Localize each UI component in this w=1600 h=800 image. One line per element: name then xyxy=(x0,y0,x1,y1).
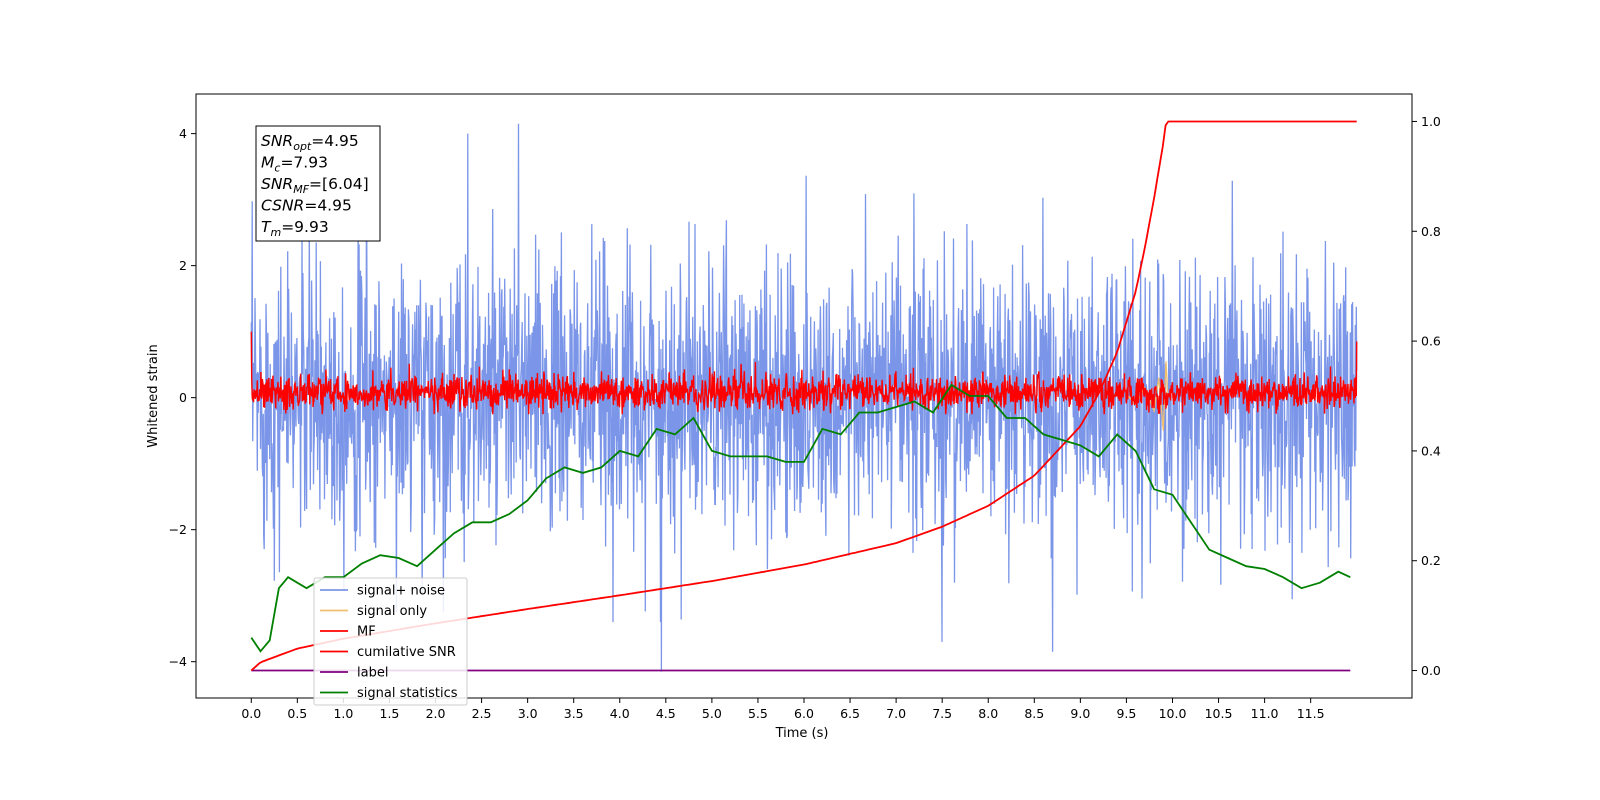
y-tick-label: 4 xyxy=(179,126,187,141)
legend-label-signal-only: signal only xyxy=(357,604,427,619)
y2-tick-label: 0.0 xyxy=(1421,663,1441,678)
x-tick-label: 1.0 xyxy=(333,706,353,721)
x-tick-label: 0.5 xyxy=(287,706,307,721)
x-tick-label: 7.0 xyxy=(886,706,906,721)
y2-tick-label: 0.8 xyxy=(1421,224,1441,239)
parameter-snr-opt: SNRopt=4.95 xyxy=(261,132,359,153)
x-tick-label: 6.0 xyxy=(794,706,814,721)
x-tick-label: 0.0 xyxy=(241,706,261,721)
x-tick-label: 2.5 xyxy=(472,706,492,721)
x-tick-label: 11.0 xyxy=(1251,706,1279,721)
parameter-box-frame xyxy=(255,125,381,242)
legend-label-signal-noise: signal+ noise xyxy=(357,584,445,599)
x-tick-label: 4.0 xyxy=(610,706,630,721)
y-axis-ticks: −4 −2 0 2 4 xyxy=(169,126,196,669)
y-tick-label: −4 xyxy=(169,654,187,669)
legend-label-signal-statistics: signal statistics xyxy=(357,686,458,701)
x-axis-label: Time (s) xyxy=(775,726,829,741)
series-mf xyxy=(250,331,1358,415)
parameter-snr-mf: SNRMF=[6.04] xyxy=(261,175,369,196)
x-tick-label: 7.5 xyxy=(932,706,952,721)
x-axis-ticks: 0.0 0.5 1.0 1.5 2.0 2.5 3.0 3.5 4.0 4.5 5.0 5.5 6.0 6… xyxy=(241,698,1325,721)
parameter-m-c: Mc=7.93 xyxy=(261,154,328,175)
x-tick-label: 1.5 xyxy=(380,706,400,721)
legend-label-label: label xyxy=(357,666,388,681)
y2-tick-label: 0.4 xyxy=(1421,443,1441,458)
series-signal-noise xyxy=(250,123,1358,672)
x-tick-label: 11.5 xyxy=(1297,706,1325,721)
x-tick-label: 9.0 xyxy=(1070,706,1090,721)
x-tick-label: 6.5 xyxy=(840,706,860,721)
y2-axis-ticks: 0.0 0.2 0.4 0.6 0.8 1.0 xyxy=(1412,114,1441,678)
parameter-t-m: Tm=9.93 xyxy=(261,218,329,239)
legend-frame xyxy=(313,577,468,706)
legend-label-cumilative-snr: cumilative SNR xyxy=(357,645,456,660)
x-tick-label: 3.5 xyxy=(564,706,584,721)
legend: signal+ noise signal only MF cumilative SNR… xyxy=(313,577,468,706)
x-tick-label: 2.0 xyxy=(426,706,446,721)
x-tick-label: 8.5 xyxy=(1024,706,1044,721)
x-tick-label: 8.0 xyxy=(978,706,998,721)
x-tick-label: 10.5 xyxy=(1205,706,1233,721)
y-tick-label: 0 xyxy=(179,390,187,405)
series-signal-statistics xyxy=(250,383,1351,653)
y2-tick-label: 1.0 xyxy=(1421,114,1441,129)
y-tick-label: −2 xyxy=(169,522,187,537)
y-axis-label: Whitened strain xyxy=(146,344,161,447)
y2-tick-label: 0.2 xyxy=(1421,553,1441,568)
x-tick-label: 3.0 xyxy=(518,706,538,721)
x-tick-label: 5.5 xyxy=(748,706,768,721)
x-tick-label: 4.5 xyxy=(656,706,676,721)
x-tick-label: 9.5 xyxy=(1116,706,1136,721)
parameter-csnr: CSNR=4.95 xyxy=(261,197,352,215)
x-tick-label: 5.0 xyxy=(702,706,722,721)
x-tick-label: 10.0 xyxy=(1159,706,1187,721)
y-tick-label: 2 xyxy=(179,258,187,273)
legend-label-mf: MF xyxy=(357,625,376,640)
y2-tick-label: 0.6 xyxy=(1421,334,1441,349)
